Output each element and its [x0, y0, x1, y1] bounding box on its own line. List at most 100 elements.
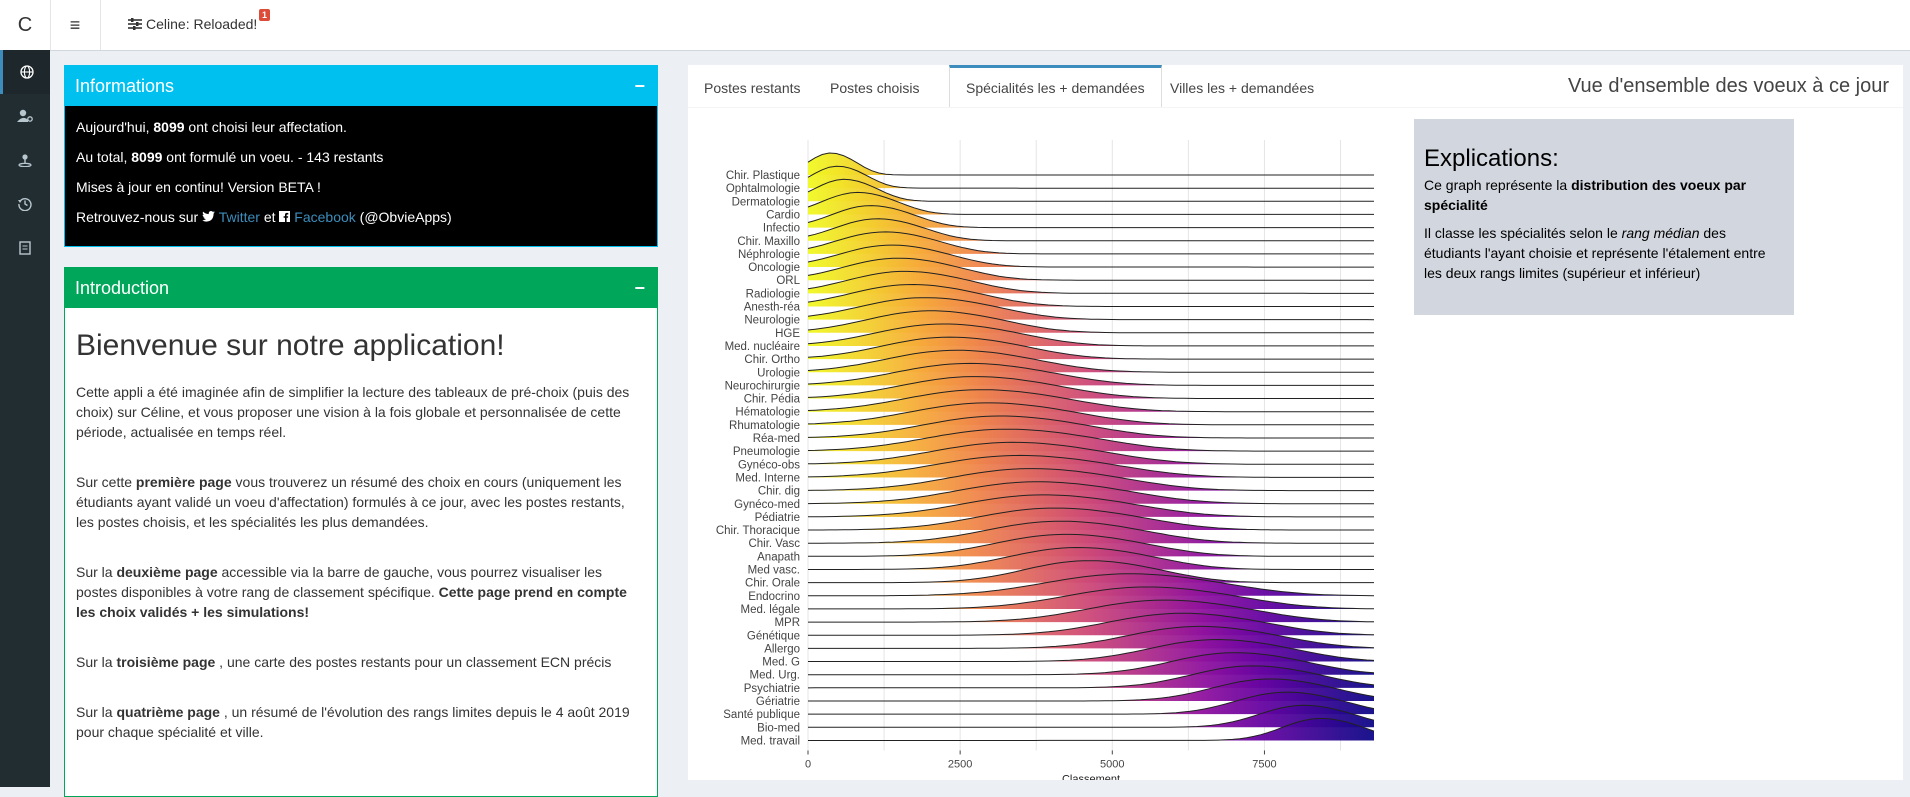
sidebar-item-report[interactable] [0, 226, 50, 270]
ridge-label: Oncologie [748, 262, 800, 274]
ridge-label: MPR [774, 617, 800, 629]
tab-villes[interactable]: Villes les + demandées [1170, 80, 1315, 96]
ridge-line [808, 718, 1375, 741]
ridge-label: Chir. Ortho [744, 354, 800, 366]
ridge-area [808, 166, 1374, 189]
ridge-label: Santé publique [723, 709, 800, 721]
ridge-area [808, 665, 1374, 688]
ridge-line [807, 468, 1374, 492]
ridge-line [807, 336, 1374, 360]
ridge-line [807, 376, 1374, 399]
ridge-area [808, 481, 1374, 504]
ridge-area [808, 402, 1374, 425]
tab-postes-choisis[interactable]: Postes choisis [830, 80, 920, 96]
ridge-area [808, 416, 1374, 438]
intro-page1-paragraph: Sur cette première page vous trouverez u… [76, 474, 625, 530]
ridge-label: Neurochirurgie [725, 380, 800, 392]
welcome-heading: Bienvenue sur notre application! [76, 329, 505, 362]
app-logo[interactable]: C [0, 0, 51, 50]
ridge-line [808, 586, 1375, 610]
sidebar-item-history[interactable] [0, 182, 50, 226]
sliders-icon [128, 18, 142, 30]
ridge-line [808, 533, 1374, 557]
tabbox-title: Vue d'ensemble des voeux à ce jour [1567, 75, 1889, 97]
app-title[interactable]: Celine: Reloaded! [128, 16, 257, 32]
ridge-label: Endocrino [748, 591, 800, 603]
history-icon [18, 197, 32, 211]
x-tick-label: 7500 [1252, 758, 1276, 770]
ridge-line [807, 454, 1374, 478]
notification-badge: 1 [259, 9, 271, 21]
ridge-label: Infectio [763, 223, 800, 235]
tab-postes-restants[interactable]: Postes restants [704, 80, 801, 96]
ridge-label: Gynéco-med [734, 499, 800, 511]
ridge-label: Gynéco-obs [738, 459, 800, 471]
twitter-link[interactable]: Twitter [218, 209, 260, 225]
ridge-line [807, 178, 1374, 202]
ridge-label: Anapath [757, 551, 800, 563]
facebook-link[interactable]: Facebook [294, 209, 356, 225]
ridge-line [808, 704, 1375, 728]
ridge-label: Chir. Maxillo [737, 236, 800, 248]
ridge-label: Med. légale [741, 604, 800, 616]
ridge-label: Génétique [747, 630, 800, 642]
ridge-label: Néphrologie [738, 249, 800, 261]
ridge-line [808, 507, 1374, 531]
ridge-area [808, 468, 1374, 491]
ridge-label: Cardio [766, 209, 800, 221]
ridge-line [808, 625, 1375, 649]
ridge-label: HGE [775, 328, 800, 340]
info-social-line: Retrouvez-nous sur Twitter et Facebook (… [76, 209, 452, 225]
ridge-line [807, 244, 1374, 268]
explanation-p1: Ce graph représente la distribution des … [1424, 177, 1747, 213]
ridge-label: Med. G [762, 657, 800, 669]
ridge-line [808, 546, 1374, 570]
ridge-label: Med. Urg. [750, 670, 801, 682]
ridge-line [808, 652, 1375, 676]
explanation-panel: Explications: Ce graph représente la dis… [1414, 119, 1794, 315]
ridge-label: Urologie [757, 367, 800, 379]
ridge-line [807, 297, 1375, 321]
report-icon [19, 241, 31, 255]
info-total-line: Au total, 8099 ont formulé un voeu. - 14… [76, 149, 384, 165]
ridge-line [807, 257, 1374, 281]
ridge-area [808, 245, 1374, 268]
x-tick-label: 5000 [1100, 758, 1124, 770]
sidebar-item-map[interactable] [0, 138, 50, 182]
info-today-line: Aujourd'hui, 8099 ont choisi leur affect… [76, 119, 347, 135]
ridge-label: Chir. Thoracique [716, 525, 800, 537]
ridge-line [807, 494, 1374, 518]
ridge-line [808, 691, 1375, 715]
ridge-label: Anesth-réa [744, 302, 801, 314]
ridge-line [807, 428, 1374, 452]
collapse-button[interactable]: − [634, 75, 645, 96]
menu-toggle-button[interactable]: ≡ [50, 0, 101, 50]
sidebar-item-overview[interactable] [0, 50, 50, 94]
top-navbar: C ≡ Celine: Reloaded! 1 [0, 0, 1910, 51]
collapse-button[interactable]: − [634, 277, 645, 298]
overview-tabbox: Postes restants Postes choisis Spécialit… [688, 65, 1903, 780]
ridge-area [808, 679, 1374, 701]
ridgeline-chart: Chir. PlastiqueOphtalmologieDermatologie… [716, 140, 1375, 780]
introduction-title: Introduction [75, 277, 170, 298]
x-tick-label: 0 [805, 758, 811, 770]
ridge-label: Med vasc. [748, 565, 800, 577]
ridge-line [807, 152, 1374, 176]
ridge-line [808, 599, 1375, 623]
tab-specialites[interactable]: Spécialités les + demandées [949, 65, 1162, 107]
sidebar-item-rank[interactable] [0, 94, 50, 138]
ridge-area [808, 231, 1374, 254]
ridge-label: Rhumatologie [729, 420, 800, 432]
ridge-label: Psychiatrie [744, 683, 800, 695]
ridge-line [807, 218, 1374, 242]
ridge-line [808, 638, 1375, 662]
ridge-line [807, 481, 1374, 505]
ridge-line [807, 415, 1374, 439]
ridge-area [808, 494, 1374, 517]
ridge-line [808, 520, 1374, 544]
informations-title: Informations [75, 75, 175, 96]
ridge-label: Neurologie [744, 315, 800, 327]
ridge-label: Ophtalmologie [726, 183, 800, 195]
info-update-line: Mises à jour en continu! Version BETA ! [76, 179, 321, 195]
introduction-box: Introduction − Bienvenue sur notre appli… [64, 267, 658, 797]
